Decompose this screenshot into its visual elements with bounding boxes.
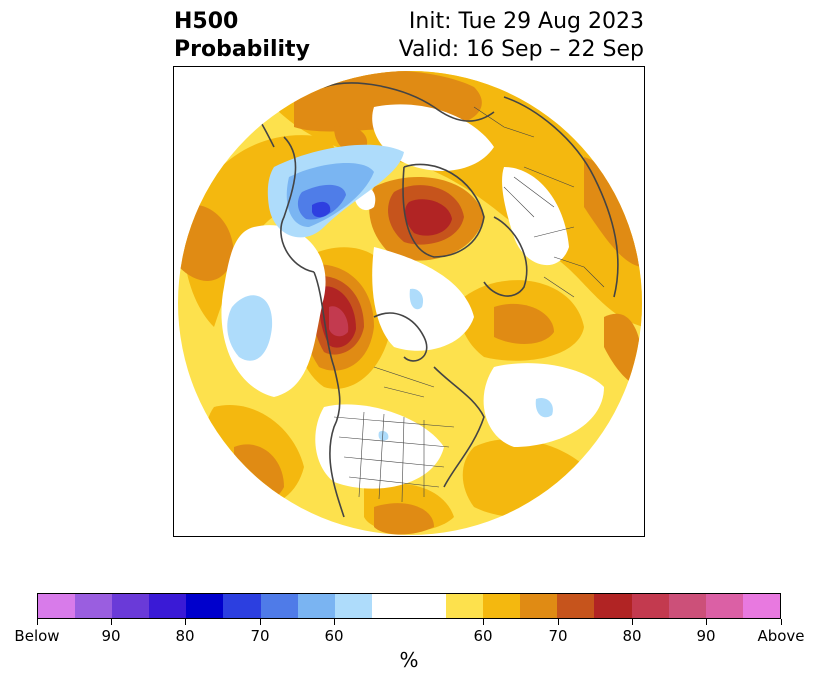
colorbar-tick xyxy=(185,619,186,625)
colorbar-tick xyxy=(781,619,782,625)
title-valid-range: Valid: 16 Sep – 22 Sep xyxy=(398,37,644,62)
colorbar-segment xyxy=(631,594,669,618)
title-left: H500 Probability xyxy=(174,8,310,64)
colorbar-segment xyxy=(186,594,224,618)
colorbar-tick xyxy=(706,619,707,625)
title-init-date: Init: Tue 29 Aug 2023 xyxy=(408,9,644,34)
colorbar-segment xyxy=(149,594,187,618)
colorbar-segment xyxy=(112,594,150,618)
colorbar-tick xyxy=(483,619,484,625)
colorbar-tick xyxy=(558,619,559,625)
colorbar-unit-label: % xyxy=(399,648,419,672)
colorbar-segment xyxy=(446,594,484,618)
probability-field xyxy=(178,71,642,535)
colorbar-tick-label: 90 xyxy=(696,627,716,645)
colorbar-tick-label: 60 xyxy=(473,627,493,645)
colorbar-tick-label: Above xyxy=(757,627,805,645)
colorbar-segment xyxy=(557,594,595,618)
colorbar-tick-label: 70 xyxy=(548,627,568,645)
colorbar-segment xyxy=(297,594,335,618)
title-right: Init: Tue 29 Aug 2023 Valid: 16 Sep – 22… xyxy=(399,8,644,64)
colorbar-tick-label: 70 xyxy=(250,627,270,645)
colorbar-segment xyxy=(75,594,113,618)
colorbar-segment xyxy=(260,594,298,618)
colorbar-segment xyxy=(742,594,780,618)
colorbar-tick-label: Below xyxy=(14,627,60,645)
field-above-80-85 xyxy=(329,306,349,337)
colorbar-tick xyxy=(632,619,633,625)
colorbar-segment xyxy=(705,594,743,618)
colorbar-segment xyxy=(371,594,447,618)
colorbar-tick-label: 90 xyxy=(101,627,121,645)
field-below-70-75 xyxy=(312,201,331,218)
colorbar-segment xyxy=(594,594,632,618)
colorbar-segment xyxy=(38,594,76,618)
probability-map xyxy=(178,71,642,535)
colorbar-segment xyxy=(483,594,521,618)
colorbar-tick-label: 80 xyxy=(175,627,195,645)
colorbar-tick xyxy=(334,619,335,625)
colorbar xyxy=(37,593,781,619)
title-variable: H500 xyxy=(174,9,239,34)
colorbar-tick xyxy=(260,619,261,625)
colorbar-segment xyxy=(520,594,558,618)
colorbar-segment xyxy=(223,594,261,618)
colorbar-tick-label: 80 xyxy=(622,627,642,645)
title-product: Probability xyxy=(174,37,310,62)
colorbar-tick-label: 60 xyxy=(324,627,344,645)
map-panel xyxy=(173,66,645,537)
colorbar-tick xyxy=(37,619,38,625)
colorbar-segment xyxy=(334,594,372,618)
colorbar-tick xyxy=(111,619,112,625)
colorbar-segment xyxy=(668,594,706,618)
